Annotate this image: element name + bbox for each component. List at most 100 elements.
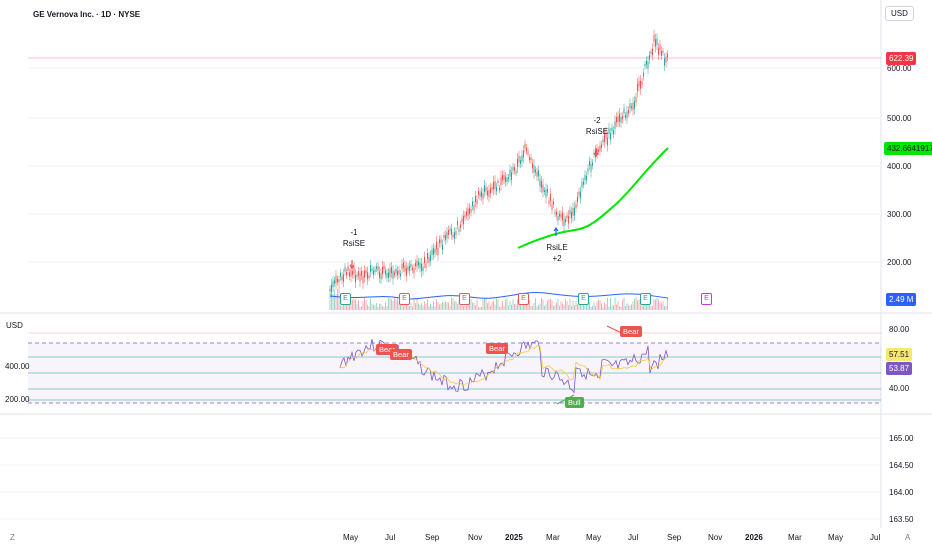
candle-body <box>553 201 554 205</box>
candle-body <box>551 204 553 210</box>
candle-body <box>338 279 340 283</box>
volume-bar <box>349 302 350 310</box>
candle-body <box>659 44 661 50</box>
volume-bar <box>446 302 448 310</box>
volume-bar <box>662 301 664 310</box>
candle-body <box>350 269 352 277</box>
candle-body <box>388 272 389 278</box>
candle-body <box>454 232 455 239</box>
candle-body <box>368 275 370 279</box>
volume-bar <box>550 298 551 310</box>
earnings-marker-icon[interactable]: E <box>518 293 529 305</box>
candle-body <box>560 213 562 218</box>
candle-body <box>521 155 523 162</box>
auto-scale-button[interactable]: A <box>905 533 911 542</box>
volume-bar <box>509 301 511 310</box>
volume-bar <box>380 304 382 310</box>
volume-bar <box>499 306 500 310</box>
candle-body <box>407 266 409 270</box>
volume-bar <box>412 306 413 310</box>
volume-bar <box>629 305 631 310</box>
volume-bar <box>614 297 616 310</box>
volume-bar <box>473 302 475 310</box>
bear-divergence-label: Bear <box>390 349 412 360</box>
candle-body <box>473 205 475 211</box>
candle-body <box>505 176 506 183</box>
candle-body <box>667 53 668 58</box>
candle-body <box>440 239 442 244</box>
candle-body <box>436 241 437 250</box>
volume-bar <box>466 305 467 310</box>
candle-body <box>490 187 491 194</box>
earnings-marker-icon[interactable]: E <box>701 293 712 305</box>
candle-body <box>428 256 430 263</box>
volume-bar <box>355 299 356 310</box>
candle-body <box>383 265 385 270</box>
moving-average-tag: 432.66419176 <box>884 142 932 155</box>
volume-bar <box>394 297 395 310</box>
candle-body <box>406 268 407 276</box>
earnings-marker-icon[interactable]: E <box>340 293 351 305</box>
candle-body <box>587 168 589 172</box>
volume-bar <box>331 290 332 310</box>
candle-body <box>530 157 532 161</box>
volume-bar <box>631 304 632 310</box>
candle-body <box>401 263 403 270</box>
candle-body <box>412 267 413 270</box>
volume-bar <box>439 304 440 310</box>
volume-bar <box>401 303 403 310</box>
candle-body <box>550 193 551 201</box>
volume-bar <box>562 303 563 310</box>
volume-bar <box>610 297 611 310</box>
volume-bar <box>397 298 398 310</box>
volume-bar <box>521 300 523 310</box>
volume-bar <box>400 300 401 310</box>
earnings-marker-icon[interactable]: E <box>578 293 589 305</box>
candle-body <box>409 265 410 271</box>
lower-axis-label: 164.00 <box>889 488 914 497</box>
date-axis-label: Jul <box>628 533 639 542</box>
candle-body <box>598 149 599 152</box>
candle-body <box>329 288 331 292</box>
candle-body <box>445 235 446 241</box>
earnings-marker-icon[interactable]: E <box>459 293 470 305</box>
candle-body <box>662 50 664 53</box>
volume-bar <box>431 305 433 310</box>
volume-bar <box>403 306 404 310</box>
date-axis-label: May <box>343 533 359 542</box>
earnings-marker-icon[interactable]: E <box>399 293 410 305</box>
candle-body <box>629 103 631 109</box>
tradingview-logo-icon[interactable]: Z <box>10 533 15 542</box>
currency-label[interactable]: USD <box>885 6 914 21</box>
volume-bar <box>497 299 499 310</box>
candle-body <box>419 262 421 268</box>
volume-bar <box>421 303 422 310</box>
candle-body <box>502 175 503 181</box>
volume-bar <box>427 299 428 310</box>
date-axis-label: Nov <box>708 533 723 542</box>
candle-body <box>346 272 347 276</box>
volume-bar <box>601 303 602 310</box>
candle-body <box>380 273 382 280</box>
volume-bar <box>409 306 410 310</box>
earnings-marker-icon[interactable]: E <box>640 293 651 305</box>
volume-bar <box>451 297 452 310</box>
candle-body <box>481 191 482 197</box>
candle-body <box>485 187 487 192</box>
volume-bar <box>539 303 541 310</box>
volume-bar <box>440 303 442 310</box>
candle-body <box>563 218 565 227</box>
candle-body <box>652 48 653 56</box>
volume-bar <box>488 301 490 310</box>
candle-body <box>358 271 359 276</box>
volume-bar <box>518 301 520 310</box>
candle-body <box>353 266 355 274</box>
symbol-title[interactable]: GE Vernova Inc. · 1D · NYSE <box>33 10 141 19</box>
volume-bar <box>620 306 622 310</box>
candle-body <box>532 163 533 169</box>
candle-body <box>395 268 397 274</box>
volume-bar <box>407 303 409 310</box>
volume-bar <box>448 302 449 310</box>
candle-body <box>340 272 341 277</box>
